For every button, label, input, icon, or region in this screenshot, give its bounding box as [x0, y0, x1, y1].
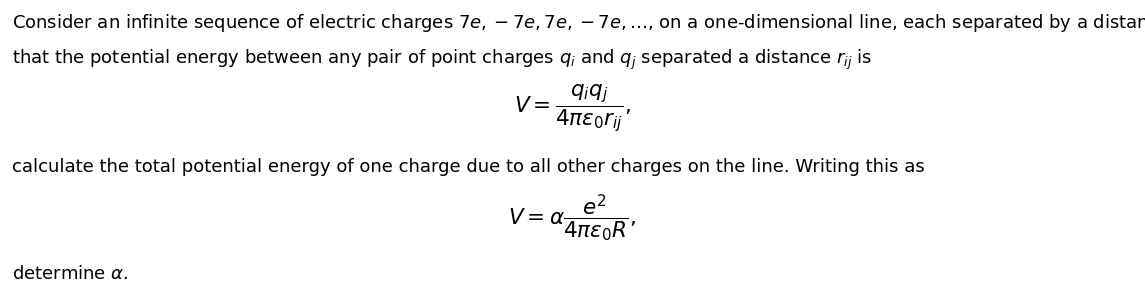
- Text: determine $\alpha$.: determine $\alpha$.: [11, 265, 128, 283]
- Text: $V = \alpha \dfrac{e^2}{4\pi\epsilon_0 R},$: $V = \alpha \dfrac{e^2}{4\pi\epsilon_0 R…: [508, 192, 637, 243]
- Text: that the potential energy between any pair of point charges $q_i$ and $q_j$ sepa: that the potential energy between any pa…: [11, 48, 872, 72]
- Text: $V = \dfrac{q_i q_j}{4\pi\epsilon_0 r_{ij}},$: $V = \dfrac{q_i q_j}{4\pi\epsilon_0 r_{i…: [514, 82, 631, 134]
- Text: Consider an infinite sequence of electric charges $7e, -7e, 7e, -7e, \ldots$, on: Consider an infinite sequence of electri…: [11, 12, 1145, 34]
- Text: calculate the total potential energy of one charge due to all other charges on t: calculate the total potential energy of …: [11, 158, 925, 176]
